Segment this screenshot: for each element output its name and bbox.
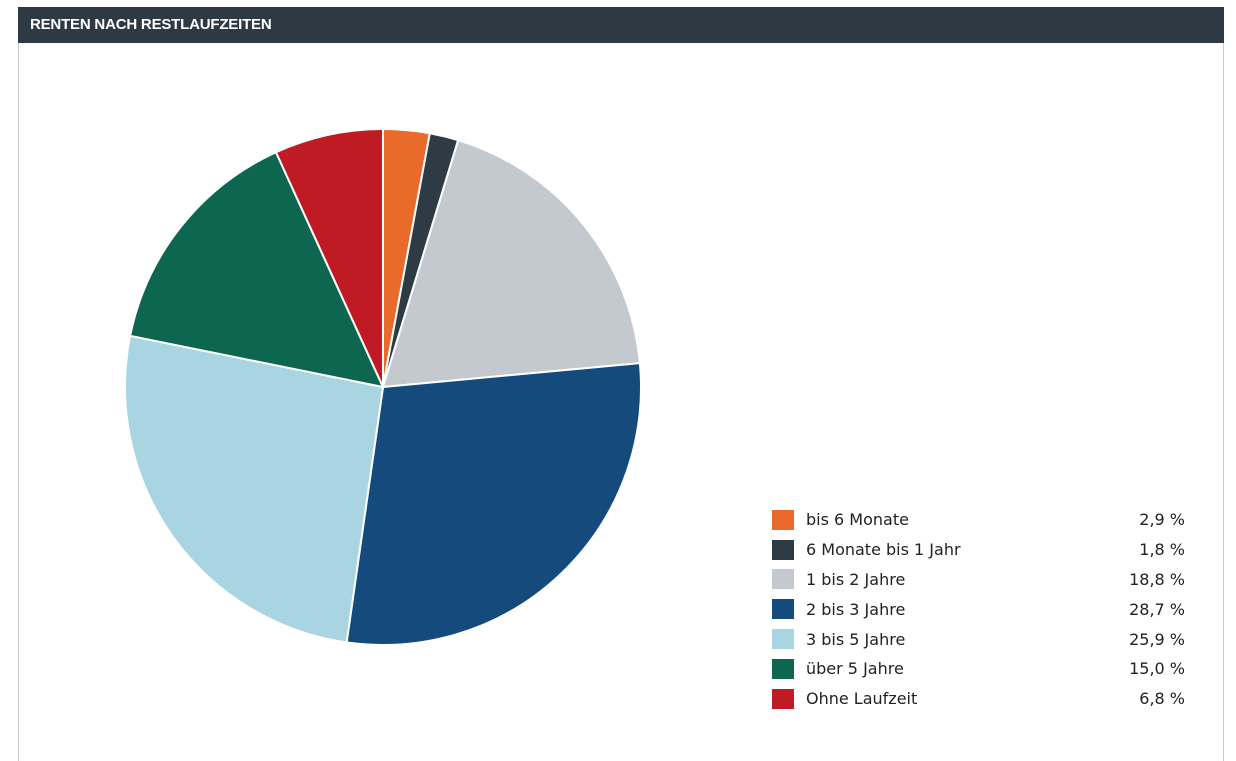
- legend-item[interactable]: über 5 Jahre 15,0 %: [772, 654, 1192, 684]
- legend-item[interactable]: 2 bis 3 Jahre 28,7 %: [772, 594, 1192, 624]
- legend-label: 3 bis 5 Jahre: [806, 629, 906, 649]
- legend-swatch: [772, 599, 794, 620]
- legend-item[interactable]: Ohne Laufzeit 6,8 %: [772, 684, 1192, 714]
- legend-label: 1 bis 2 Jahre: [806, 569, 906, 589]
- legend-value: 6,8 %: [1139, 689, 1185, 709]
- legend: bis 6 Monate 2,9 % 6 Monate bis 1 Jahr 1,8 …: [772, 505, 1192, 714]
- legend-swatch: [772, 509, 794, 530]
- legend-value: 1,8 %: [1139, 540, 1185, 560]
- legend-item[interactable]: bis 6 Monate 2,9 %: [772, 505, 1192, 535]
- pie-slice-5[interactable]: [129, 151, 384, 388]
- pie-slice-4[interactable]: [124, 334, 384, 644]
- legend-label: Ohne Laufzeit: [806, 689, 918, 709]
- legend-swatch: [772, 688, 794, 709]
- legend-item[interactable]: 1 bis 2 Jahre 18,8 %: [772, 565, 1192, 595]
- legend-label: über 5 Jahre: [806, 659, 904, 679]
- legend-swatch: [772, 629, 794, 650]
- legend-value: 18,8 %: [1129, 569, 1185, 589]
- pie-slice-3[interactable]: [345, 362, 642, 646]
- legend-label: 2 bis 3 Jahre: [806, 599, 906, 619]
- legend-label: bis 6 Monate: [806, 510, 909, 530]
- legend-value: 25,9 %: [1129, 629, 1185, 649]
- legend-value: 15,0 %: [1129, 659, 1185, 679]
- pie-slice-2[interactable]: [382, 139, 641, 388]
- legend-swatch: [772, 539, 794, 560]
- legend-value: 28,7 %: [1129, 599, 1185, 619]
- legend-item[interactable]: 6 Monate bis 1 Jahr 1,8 %: [772, 535, 1192, 565]
- pie-slice-6[interactable]: [274, 128, 384, 388]
- chart-title: RENTEN NACH RESTLAUFZEITEN: [18, 7, 1224, 43]
- legend-item[interactable]: 3 bis 5 Jahre 25,9 %: [772, 624, 1192, 654]
- legend-value: 2,9 %: [1139, 510, 1185, 530]
- legend-swatch: [772, 658, 794, 679]
- legend-label: 6 Monate bis 1 Jahr: [806, 540, 961, 560]
- legend-swatch: [772, 569, 794, 590]
